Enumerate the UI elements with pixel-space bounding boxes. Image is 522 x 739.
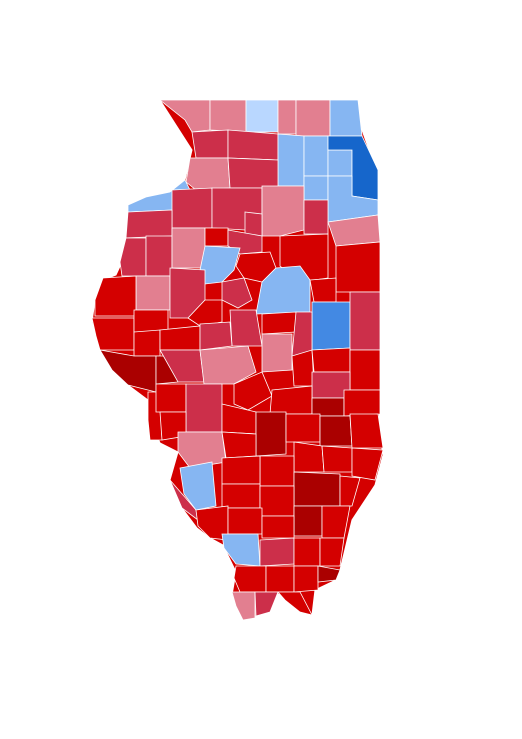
county-iroquois: [335, 241, 381, 293]
county-warren: [145, 235, 173, 277]
county-ford: [309, 277, 337, 303]
county-franklin: [261, 515, 295, 539]
county-pulaski: [254, 591, 279, 617]
county-moultrie: [291, 349, 315, 387]
county-lawrence: [351, 447, 384, 481]
county-brown: [133, 329, 161, 357]
county-douglas: [311, 347, 351, 373]
county-menard: [199, 321, 233, 351]
county-henderson: [119, 237, 147, 277]
county-kane: [303, 135, 329, 177]
county-greene: [155, 383, 187, 413]
county-bond: [221, 431, 257, 459]
county-henry: [171, 187, 213, 229]
county-st-clair: [179, 461, 217, 511]
county-richland: [321, 445, 353, 473]
county-cumberland: [311, 397, 345, 417]
county-shelby: [269, 385, 313, 415]
county-adams: [91, 317, 135, 351]
county-mercer: [125, 209, 173, 239]
county-alexander: [231, 591, 256, 621]
county-carroll: [191, 129, 229, 159]
county-hardin: [317, 565, 341, 583]
county-wayne: [293, 471, 341, 507]
county-washington: [221, 483, 261, 509]
county-fayette: [255, 411, 287, 457]
county-mcdonough: [135, 275, 171, 311]
county-saline: [293, 537, 321, 567]
county-jasper: [319, 415, 353, 447]
county-pike: [99, 349, 157, 393]
county-wabash: [339, 475, 361, 507]
county-macon: [261, 333, 293, 373]
county-johnson: [265, 565, 295, 593]
county-boone: [277, 99, 297, 135]
county-logan: [229, 309, 263, 347]
county-piatt: [291, 311, 313, 357]
county-edgar: [349, 349, 381, 391]
county-dupage: [327, 149, 353, 177]
county-christian: [233, 371, 273, 411]
county-stark: [204, 227, 229, 247]
county-vermilion: [349, 291, 381, 351]
county-lee: [227, 157, 279, 189]
county-ogle: [227, 129, 279, 161]
county-lasalle: [261, 185, 305, 237]
county-williamson: [259, 537, 295, 567]
county-sangamon: [199, 345, 257, 385]
county-effingham: [285, 413, 321, 443]
county-jefferson: [259, 485, 295, 517]
county-hancock: [94, 275, 137, 317]
county-hamilton: [293, 505, 323, 537]
county-putnam: [244, 211, 263, 237]
county-jo-daviess: [158, 99, 211, 133]
county-crawford: [349, 413, 384, 449]
county-champaign: [311, 301, 351, 351]
county-grundy: [303, 199, 329, 235]
county-gallatin: [319, 537, 345, 567]
county-dekalb: [277, 133, 305, 187]
county-dewitt: [261, 311, 297, 335]
county-winnebago: [245, 99, 279, 133]
county-whiteside: [185, 157, 231, 191]
county-marion: [259, 455, 295, 487]
county-stephenson: [209, 99, 247, 133]
county-jackson: [221, 533, 261, 567]
county-clark: [343, 389, 381, 417]
county-randolph: [195, 505, 229, 541]
county-mchenry: [295, 99, 331, 137]
county-pope: [293, 565, 319, 593]
county-macoupin: [185, 383, 223, 433]
county-massac: [277, 591, 313, 616]
county-perry: [227, 507, 263, 535]
county-lake: [329, 99, 363, 137]
county-kendall: [303, 175, 329, 201]
county-schuyler: [133, 309, 169, 333]
county-clay: [293, 441, 325, 473]
county-knox: [171, 227, 206, 269]
county-cass: [159, 325, 201, 351]
county-union: [233, 565, 267, 593]
county-clinton: [221, 455, 261, 485]
county-mason: [187, 299, 223, 327]
county-tazewell: [221, 277, 253, 309]
